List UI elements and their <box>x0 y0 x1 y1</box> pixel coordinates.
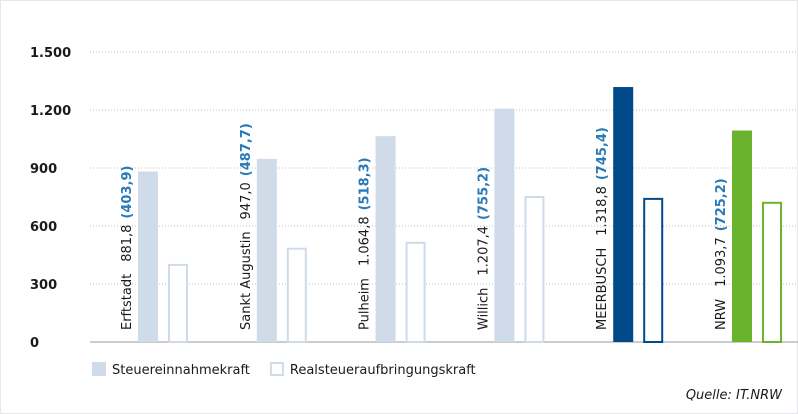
bar <box>613 87 634 342</box>
bar <box>286 247 307 343</box>
y-tick-label: 600 <box>30 220 57 235</box>
value-label: 1.064,8 <box>358 216 373 266</box>
bar <box>405 241 426 343</box>
legend-label: Steuereinnahmekraft <box>112 363 250 378</box>
bar <box>643 197 664 343</box>
value-label: (745,4) <box>595 127 610 180</box>
bar <box>138 171 158 342</box>
bar-label: NRW 1.093,7 (725,2) <box>714 178 729 330</box>
legend-swatch <box>92 362 106 376</box>
source: Quelle: IT.NRW <box>686 388 783 403</box>
bar <box>732 130 752 342</box>
category-label: NRW <box>714 299 729 330</box>
legend-label: Realsteueraufbringungskraft <box>290 363 476 378</box>
y-tick-label: 900 <box>30 162 57 177</box>
legend-swatch <box>269 362 284 376</box>
y-tick-label: 1.500 <box>30 46 71 61</box>
bar <box>762 201 782 343</box>
value-label: 881,8 <box>120 225 135 262</box>
bar-label: Willich 1.207,4 (755,2) <box>476 167 491 330</box>
bar <box>168 263 188 343</box>
bar-label: Sankt Augustin 947,0 (487,7) <box>239 123 254 330</box>
bar <box>524 195 545 343</box>
value-label: 947,0 <box>239 182 254 219</box>
bar <box>494 108 515 342</box>
bar-label: Erftstadt 881,8 (403,9) <box>120 166 135 330</box>
value-label: (518,3) <box>358 157 373 210</box>
category-label: Sankt Augustin <box>239 231 254 330</box>
bar <box>375 136 396 342</box>
value-label: (403,9) <box>120 166 135 219</box>
y-tick-label: 0 <box>30 336 39 351</box>
bar-label: MEERBUSCH 1.318,8 (745,4) <box>595 127 610 330</box>
category-label: Willich <box>476 288 491 330</box>
value-label: 1.318,8 <box>595 186 610 236</box>
value-label: (487,7) <box>239 123 254 176</box>
y-tick-label: 1.200 <box>30 104 71 119</box>
category-label: MEERBUSCH <box>595 248 610 330</box>
y-tick-label: 300 <box>30 278 57 293</box>
value-label: 1.207,4 <box>476 226 491 276</box>
category-label: Erftstadt <box>120 274 135 330</box>
bar-label: Pulheim 1.064,8 (518,3) <box>358 157 373 330</box>
value-label: 1.093,7 <box>714 237 729 287</box>
value-label: (725,2) <box>714 178 729 231</box>
category-label: Pulheim <box>358 278 373 330</box>
bar <box>256 158 277 342</box>
value-label: (755,2) <box>476 167 491 220</box>
